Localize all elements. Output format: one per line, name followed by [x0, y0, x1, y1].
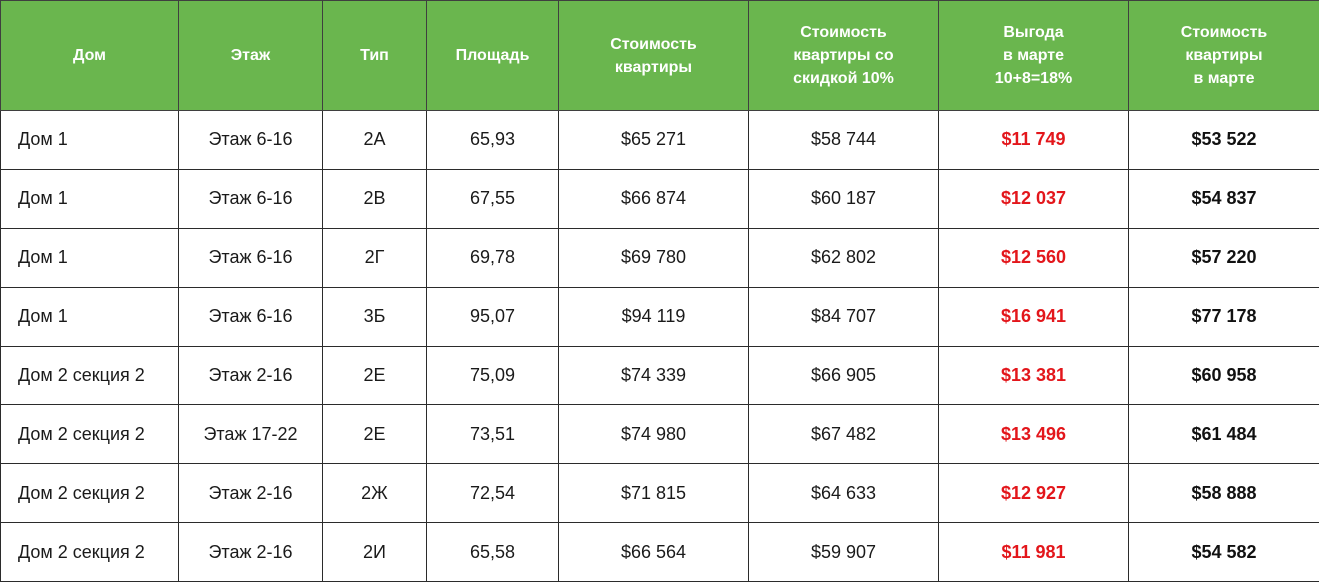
cell-discount-price: $59 907	[749, 523, 939, 582]
table-row: Дом 1 Этаж 6-16 3Б 95,07 $94 119 $84 707…	[1, 287, 1319, 346]
cell-floor: Этаж 2-16	[179, 464, 323, 523]
cell-march-benefit: $13 496	[939, 405, 1129, 464]
cell-discount-price: $84 707	[749, 287, 939, 346]
cell-price: $69 780	[559, 228, 749, 287]
table-row: Дом 2 секция 2 Этаж 2-16 2И 65,58 $66 56…	[1, 523, 1319, 582]
cell-discount-price: $60 187	[749, 169, 939, 228]
cell-type: 2А	[323, 111, 427, 170]
table-row: Дом 2 секция 2 Этаж 2-16 2Е 75,09 $74 33…	[1, 346, 1319, 405]
cell-march-price: $53 522	[1129, 111, 1319, 170]
cell-area: 65,93	[427, 111, 559, 170]
cell-floor: Этаж 2-16	[179, 346, 323, 405]
cell-march-price: $58 888	[1129, 464, 1319, 523]
cell-house: Дом 1	[1, 169, 179, 228]
cell-type: 2Г	[323, 228, 427, 287]
table-row: Дом 1 Этаж 6-16 2Г 69,78 $69 780 $62 802…	[1, 228, 1319, 287]
cell-march-price: $60 958	[1129, 346, 1319, 405]
cell-price: $74 980	[559, 405, 749, 464]
cell-area: 69,78	[427, 228, 559, 287]
cell-march-benefit: $11 749	[939, 111, 1129, 170]
cell-type: 2В	[323, 169, 427, 228]
cell-floor: Этаж 6-16	[179, 111, 323, 170]
cell-floor: Этаж 6-16	[179, 287, 323, 346]
cell-area: 72,54	[427, 464, 559, 523]
cell-house: Дом 2 секция 2	[1, 523, 179, 582]
cell-type: 2И	[323, 523, 427, 582]
cell-discount-price: $64 633	[749, 464, 939, 523]
cell-march-benefit: $11 981	[939, 523, 1129, 582]
cell-discount-price: $67 482	[749, 405, 939, 464]
header-floor: Этаж	[179, 1, 323, 111]
cell-march-price: $57 220	[1129, 228, 1319, 287]
cell-area: 95,07	[427, 287, 559, 346]
cell-type: 2Е	[323, 405, 427, 464]
table-row: Дом 1 Этаж 6-16 2В 67,55 $66 874 $60 187…	[1, 169, 1319, 228]
header-area: Площадь	[427, 1, 559, 111]
cell-march-price: $61 484	[1129, 405, 1319, 464]
cell-house: Дом 1	[1, 111, 179, 170]
header-house: Дом	[1, 1, 179, 111]
cell-march-price: $54 837	[1129, 169, 1319, 228]
cell-house: Дом 2 секция 2	[1, 464, 179, 523]
cell-area: 67,55	[427, 169, 559, 228]
cell-price: $65 271	[559, 111, 749, 170]
cell-march-benefit: $16 941	[939, 287, 1129, 346]
cell-price: $66 564	[559, 523, 749, 582]
cell-march-benefit: $12 560	[939, 228, 1129, 287]
table-row: Дом 2 секция 2 Этаж 17-22 2Е 73,51 $74 9…	[1, 405, 1319, 464]
cell-house: Дом 2 секция 2	[1, 346, 179, 405]
cell-march-benefit: $12 927	[939, 464, 1129, 523]
cell-discount-price: $62 802	[749, 228, 939, 287]
cell-price: $66 874	[559, 169, 749, 228]
cell-area: 75,09	[427, 346, 559, 405]
cell-price: $74 339	[559, 346, 749, 405]
cell-house: Дом 2 секция 2	[1, 405, 179, 464]
cell-march-price: $54 582	[1129, 523, 1319, 582]
cell-march-benefit: $12 037	[939, 169, 1129, 228]
cell-type: 2Ж	[323, 464, 427, 523]
cell-march-benefit: $13 381	[939, 346, 1129, 405]
cell-price: $94 119	[559, 287, 749, 346]
cell-type: 2Е	[323, 346, 427, 405]
table-row: Дом 2 секция 2 Этаж 2-16 2Ж 72,54 $71 81…	[1, 464, 1319, 523]
cell-house: Дом 1	[1, 287, 179, 346]
cell-area: 65,58	[427, 523, 559, 582]
header-type: Тип	[323, 1, 427, 111]
cell-house: Дом 1	[1, 228, 179, 287]
table-body: Дом 1 Этаж 6-16 2А 65,93 $65 271 $58 744…	[1, 111, 1319, 582]
cell-march-price: $77 178	[1129, 287, 1319, 346]
cell-floor: Этаж 2-16	[179, 523, 323, 582]
cell-discount-price: $66 905	[749, 346, 939, 405]
table-row: Дом 1 Этаж 6-16 2А 65,93 $65 271 $58 744…	[1, 111, 1319, 170]
cell-floor: Этаж 6-16	[179, 228, 323, 287]
cell-discount-price: $58 744	[749, 111, 939, 170]
cell-area: 73,51	[427, 405, 559, 464]
cell-type: 3Б	[323, 287, 427, 346]
cell-floor: Этаж 17-22	[179, 405, 323, 464]
cell-price: $71 815	[559, 464, 749, 523]
cell-floor: Этаж 6-16	[179, 169, 323, 228]
